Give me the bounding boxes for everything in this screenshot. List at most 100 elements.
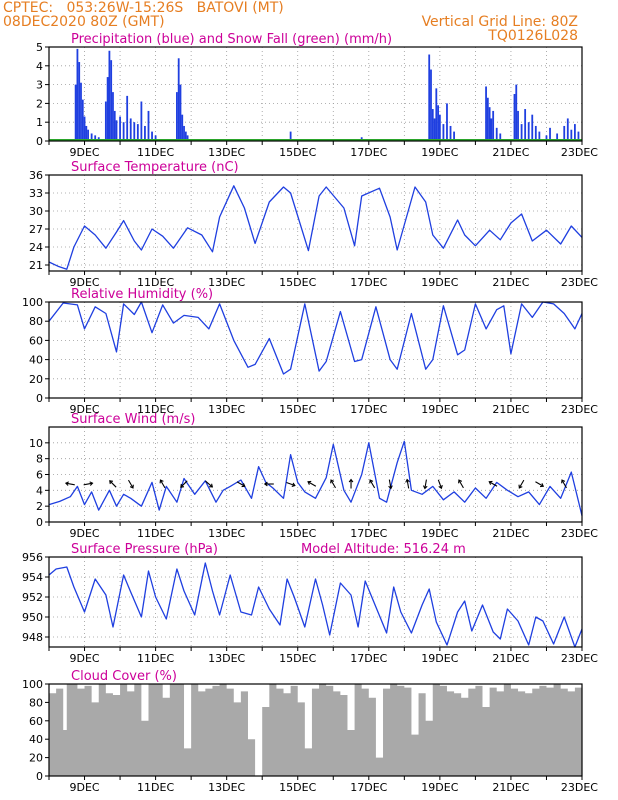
wind-arrow-head	[540, 483, 545, 488]
pressure-grid	[49, 557, 582, 647]
wind-arrow-shaft	[109, 480, 117, 488]
rh-grid	[49, 302, 582, 398]
precipitation-bar	[573, 124, 576, 141]
x-tick-label: 13DEC	[208, 527, 245, 540]
x-tick-label: 19DEC	[421, 527, 458, 540]
temp-grid	[49, 175, 582, 271]
wind-arrow	[518, 479, 525, 489]
x-tick-label: 11DEC	[137, 781, 174, 794]
precipitation-bar	[485, 86, 487, 141]
wind-arrow-head	[458, 479, 463, 484]
y-tick-label: 5	[36, 41, 43, 54]
x-tick-label: 13DEC	[208, 146, 245, 159]
precipitation-bar	[108, 50, 111, 142]
precipitation-bar	[179, 84, 182, 141]
x-tick-label: 15DEC	[279, 146, 316, 159]
x-tick-label: 19DEC	[421, 652, 458, 665]
y-tick-label: 10	[29, 437, 43, 450]
wind-arrow	[307, 480, 317, 487]
wind-arrow-head	[422, 485, 428, 490]
wind-arrow	[83, 481, 94, 486]
precipitation-bar	[492, 110, 495, 141]
x-tick-label: 21DEC	[492, 403, 529, 416]
precipitation-bar	[435, 88, 438, 141]
pressure-panel: 948 950 952 954 956 9DEC 11DEC 13DEC 15DEC 17DEC 1…	[22, 542, 598, 665]
wind-arrow-head	[159, 479, 164, 484]
header-grid-note: Vertical Grid Line: 80Z	[421, 14, 578, 30]
precipitation-bar	[490, 118, 493, 141]
precipitation-bar	[531, 114, 534, 141]
wind-arrow-shaft	[369, 479, 376, 489]
temp-frame	[48, 174, 583, 272]
precip-title: Precipitation (blue) and Snow Fall (gree…	[71, 32, 392, 47]
precip-panel: 0 1 2 3 4 5 9DEC 11DEC 13DEC 15DEC 17DEC 19DEC 21DEC…	[36, 32, 598, 159]
y-tick-label: 33	[29, 187, 43, 200]
x-tick-label: 17DEC	[350, 146, 387, 159]
x-tick-label: 17DEC	[350, 652, 387, 665]
precipitation-bar	[486, 97, 489, 141]
y-tick-label: 0	[36, 770, 43, 783]
wind-arrows	[64, 478, 567, 490]
y-tick-label: 30	[29, 205, 43, 218]
pressure-frame	[48, 556, 583, 648]
wind-arrow-head	[263, 481, 268, 487]
wind-arrow-shaft	[180, 480, 188, 488]
precipitation-bar	[570, 129, 573, 141]
wind-arrow-shaft	[518, 479, 525, 489]
wind-arrow	[330, 479, 336, 489]
wind-arrow-head	[241, 483, 246, 488]
cloud-frame	[48, 683, 583, 777]
wind-arrow	[109, 480, 117, 488]
x-tick-label: 15DEC	[279, 527, 316, 540]
x-tick-label: 13DEC	[208, 652, 245, 665]
wind-series-line	[48, 440, 583, 516]
x-tick-label: 23DEC	[561, 146, 598, 159]
x-tick-label: 23DEC	[561, 527, 598, 540]
precipitation-bar	[446, 103, 448, 141]
x-tick-label: 19DEC	[421, 781, 458, 794]
y-tick-label: 8	[36, 453, 43, 466]
temp-title: Surface Temperature (nC)	[71, 160, 239, 175]
wind-arrow-shaft	[406, 479, 410, 489]
wind-arrow	[535, 481, 545, 488]
y-tick-label: 60	[29, 334, 43, 347]
precipitation-bar	[433, 118, 436, 141]
precip-grid	[49, 47, 582, 141]
wind-arrow-head	[307, 480, 312, 485]
wind-arrow	[422, 479, 428, 490]
wind-arrow	[561, 479, 567, 489]
precipitation-bar	[113, 110, 116, 141]
cloud-cover-area	[49, 684, 582, 776]
precipitation-bar	[431, 109, 434, 141]
wind-arrow-shaft	[488, 481, 498, 487]
precipitation-bar	[495, 127, 498, 141]
y-tick-label: 0	[36, 135, 43, 148]
x-tick-label: 15DEC	[279, 781, 316, 794]
wind-frame	[48, 426, 583, 523]
x-tick-label: 9DEC	[69, 403, 99, 416]
y-tick-label: 100	[22, 678, 43, 691]
precipitation-bar	[104, 101, 107, 141]
precipitation-bar	[549, 127, 551, 141]
precipitation-bar	[566, 118, 569, 141]
y-tick-label: 2	[36, 97, 43, 110]
wind-arrow-head	[209, 483, 214, 488]
precipitation-bar	[184, 131, 187, 141]
pressure-series-line	[48, 562, 583, 648]
x-tick-label: 23DEC	[561, 403, 598, 416]
wind-arrow-head	[348, 478, 354, 483]
wind-arrow	[286, 481, 296, 487]
precipitation-bar	[136, 124, 139, 141]
x-tick-label: 11DEC	[137, 146, 174, 159]
wind-arrow-shaft	[159, 479, 166, 489]
wind-arrow	[263, 481, 274, 487]
y-tick-label: 954	[22, 571, 43, 584]
wind-panel: 0 2 4 6 8 10 9DEC 11DEC 13DEC 15DEC 17DEC 19DEC 21DE…	[29, 412, 598, 540]
precipitation-bar	[147, 110, 150, 141]
x-tick-label: 17DEC	[350, 403, 387, 416]
precipitation-bar	[517, 110, 519, 141]
rh-title: Relative Humidity (%)	[71, 287, 213, 302]
precipitation-bar	[499, 133, 502, 141]
wind-arrow	[180, 480, 188, 488]
wind-arrow-shaft	[561, 479, 567, 489]
